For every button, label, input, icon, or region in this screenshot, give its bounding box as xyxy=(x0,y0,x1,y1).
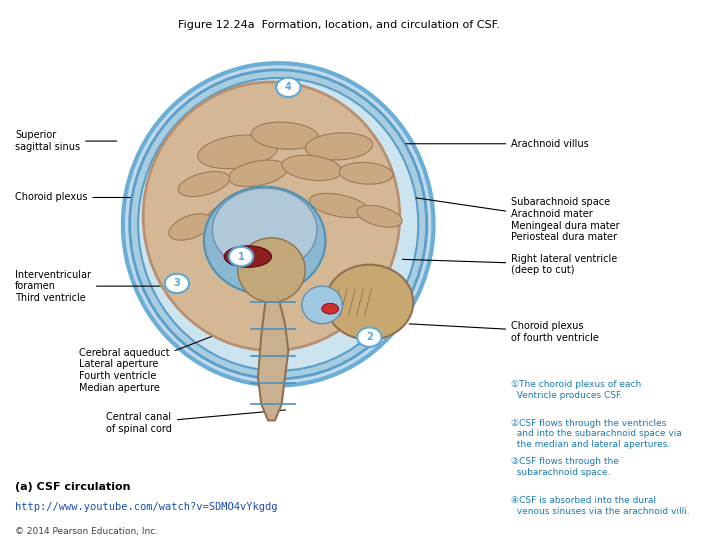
Text: ③CSF flows through the
  subarachnoid space.: ③CSF flows through the subarachnoid spac… xyxy=(511,457,619,477)
Text: Choroid plexus
of fourth ventricle: Choroid plexus of fourth ventricle xyxy=(409,321,599,342)
Circle shape xyxy=(276,78,300,97)
Ellipse shape xyxy=(212,188,317,271)
Text: Cerebral aqueduct
Lateral aperture
Fourth ventricle
Median aperture: Cerebral aqueduct Lateral aperture Fourt… xyxy=(79,325,242,393)
Circle shape xyxy=(357,327,382,347)
Ellipse shape xyxy=(224,246,271,267)
Text: Central canal
of spinal cord: Central canal of spinal cord xyxy=(106,410,286,434)
Text: © 2014 Pearson Education, Inc.: © 2014 Pearson Education, Inc. xyxy=(15,527,158,536)
Ellipse shape xyxy=(357,205,402,227)
Ellipse shape xyxy=(251,122,319,149)
Text: Interventricular
foramen
Third ventricle: Interventricular foramen Third ventricle xyxy=(15,269,171,303)
Ellipse shape xyxy=(305,133,373,160)
Text: Figure 12.24a  Formation, location, and circulation of CSF.: Figure 12.24a Formation, location, and c… xyxy=(178,20,500,30)
Ellipse shape xyxy=(322,303,338,314)
Text: Right lateral ventricle
(deep to cut): Right lateral ventricle (deep to cut) xyxy=(402,254,618,275)
Text: (a) CSF circulation: (a) CSF circulation xyxy=(15,482,130,492)
Ellipse shape xyxy=(339,163,393,184)
Text: ①The choroid plexus of each
  Ventricle produces CSF.: ①The choroid plexus of each Ventricle pr… xyxy=(511,380,642,400)
Ellipse shape xyxy=(204,187,325,294)
Ellipse shape xyxy=(228,160,287,186)
Text: Arachnoid villus: Arachnoid villus xyxy=(406,139,589,148)
Text: ②CSF flows through the ventricles
  and into the subarachnoid space via
  the me: ②CSF flows through the ventricles and in… xyxy=(511,419,682,449)
Ellipse shape xyxy=(310,193,369,218)
Text: http://www.youtube.com/watch?v=SDMO4vYkgdg: http://www.youtube.com/watch?v=SDMO4vYkg… xyxy=(15,502,277,512)
Ellipse shape xyxy=(251,221,305,243)
Circle shape xyxy=(229,247,253,266)
Text: 2: 2 xyxy=(366,332,373,342)
Ellipse shape xyxy=(198,135,278,168)
Text: 1: 1 xyxy=(238,252,245,261)
Polygon shape xyxy=(258,281,288,421)
Ellipse shape xyxy=(178,172,230,197)
Ellipse shape xyxy=(207,195,269,227)
Text: ④CSF is absorbed into the dural
  venous sinuses via the arachnoid villi.: ④CSF is absorbed into the dural venous s… xyxy=(511,496,690,516)
Ellipse shape xyxy=(138,78,418,371)
Text: Choroid plexus: Choroid plexus xyxy=(15,192,130,202)
Ellipse shape xyxy=(143,82,400,350)
Ellipse shape xyxy=(325,265,413,340)
Text: 3: 3 xyxy=(174,279,180,288)
Ellipse shape xyxy=(130,70,427,379)
Ellipse shape xyxy=(123,63,433,386)
Ellipse shape xyxy=(169,214,212,240)
Ellipse shape xyxy=(282,156,342,180)
Ellipse shape xyxy=(238,238,305,302)
Text: Subarachnoid space
Arachnoid mater
Meningeal dura mater
Periosteal dura mater: Subarachnoid space Arachnoid mater Menin… xyxy=(416,198,620,242)
Circle shape xyxy=(165,274,189,293)
Text: 4: 4 xyxy=(285,82,292,92)
Text: Superior
sagittal sinus: Superior sagittal sinus xyxy=(15,130,117,152)
Ellipse shape xyxy=(302,286,342,323)
